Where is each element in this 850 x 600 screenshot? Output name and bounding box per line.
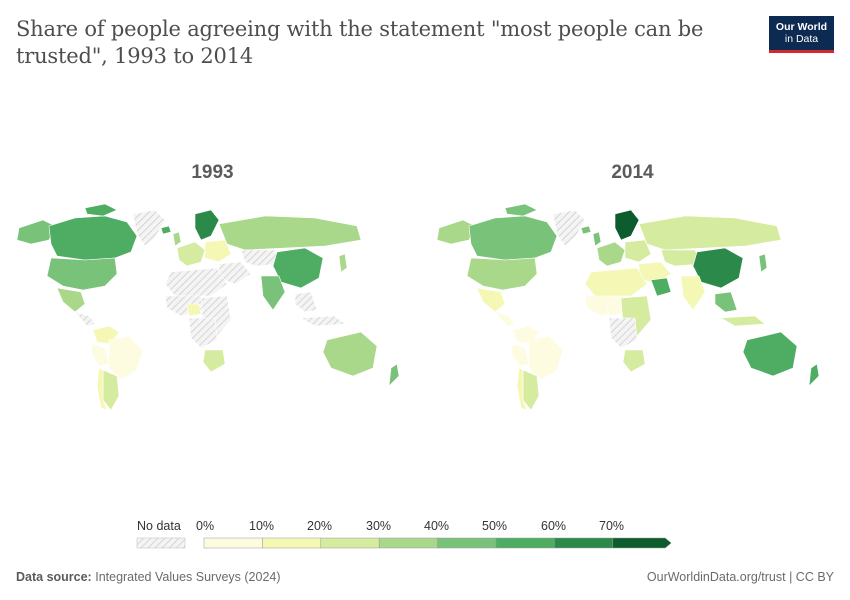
chile-region [96, 367, 108, 410]
china-region [272, 247, 324, 289]
nigeria-region [606, 303, 622, 317]
legend-swatches [136, 537, 672, 549]
alaska-region [436, 219, 476, 245]
greenland-region [552, 209, 586, 247]
owid-logo[interactable]: Our World in Data [769, 16, 834, 53]
logo-line-2: in Data [784, 33, 819, 45]
legend-bin-4[interactable] [437, 537, 497, 549]
data-source: Data source: Integrated Values Surveys (… [16, 570, 281, 584]
brazil-region [528, 335, 564, 381]
usa-region [466, 257, 538, 291]
data-source-label: Data source: [16, 570, 92, 584]
south-africa [622, 349, 646, 373]
alaska-region [16, 219, 56, 245]
legend-tick-label: 60% [541, 519, 567, 533]
uk-region [172, 231, 182, 247]
legend-tick-label: 20% [307, 519, 333, 533]
legend-tick-label: 70% [599, 519, 625, 533]
russia-region [218, 215, 362, 251]
logo-line-1: Our World [775, 21, 828, 33]
new-zealand-region [808, 363, 820, 387]
new-zealand-region [388, 363, 400, 387]
mexico-region [56, 287, 86, 313]
world-map-1993[interactable] [5, 200, 420, 410]
eastern-europe [204, 239, 232, 263]
legend-no-data-swatch [136, 537, 186, 549]
central-asia [240, 249, 282, 267]
legend-bin-7[interactable] [612, 537, 672, 549]
saudi-arabia-region [650, 277, 672, 297]
central-asia [660, 249, 702, 267]
legend-bin-1[interactable] [262, 537, 322, 549]
legend-no-data-label: No data [137, 519, 181, 533]
legend-bin-0[interactable] [203, 537, 263, 549]
legend-tick-label: 30% [366, 519, 392, 533]
legend-bin-6[interactable] [554, 537, 614, 549]
se-asia [714, 291, 738, 313]
north-africa [164, 267, 228, 297]
canada-islands [84, 203, 118, 217]
russia-region [638, 215, 782, 251]
western-europe [596, 241, 626, 267]
north-africa [584, 267, 648, 297]
australia-region [322, 331, 378, 377]
legend-bin-2[interactable] [320, 537, 380, 549]
legend-bin-3[interactable] [378, 537, 438, 549]
legend-tick-label: 0% [196, 519, 215, 533]
south-africa [202, 349, 226, 373]
argentina-region [102, 369, 120, 410]
map-1993-year-label: 1993 [191, 162, 234, 183]
india-region [260, 275, 286, 311]
japan-region [338, 253, 348, 273]
scandinavia-region [194, 209, 220, 241]
usa-region [46, 257, 118, 291]
central-africa [188, 317, 218, 349]
canada-islands [504, 203, 538, 217]
eastern-europe [624, 239, 652, 263]
japan-region [758, 253, 768, 273]
central-africa [608, 317, 638, 349]
central-america [494, 311, 516, 327]
legend-tick-label: 40% [424, 519, 450, 533]
scandinavia-region [614, 209, 640, 241]
india-region [680, 275, 706, 311]
mexico-region [476, 287, 506, 313]
indonesia-region [719, 315, 766, 327]
iceland-region [580, 225, 592, 235]
legend-bin-5[interactable] [495, 537, 555, 549]
map-2014-panel: 2014 [425, 160, 840, 420]
greenland-region [132, 209, 166, 247]
chart-title: Share of people agreeing with the statem… [16, 17, 704, 68]
credit-link[interactable]: OurWorldinData.org/trust | CC BY [646, 570, 834, 584]
world-map-2014[interactable] [425, 200, 840, 410]
australia-region [742, 331, 798, 377]
indonesia-region [299, 315, 346, 327]
brazil-region [108, 335, 144, 381]
color-legend: No data 0% 10% 20% 30% 40% 50% 60% 70% [135, 518, 695, 554]
chile-region [516, 367, 528, 410]
map-2014-year-label: 2014 [611, 162, 654, 183]
china-region [692, 247, 744, 289]
data-source-value: Integrated Values Surveys (2024) [95, 570, 281, 584]
argentina-region [522, 369, 540, 410]
se-asia [294, 291, 318, 313]
canada-region [468, 215, 558, 261]
map-1993-panel: 1993 [5, 160, 420, 420]
peru-region [90, 343, 110, 367]
central-america [74, 311, 96, 327]
canada-region [48, 215, 138, 261]
legend-tick-label: 10% [249, 519, 275, 533]
western-europe [176, 241, 206, 267]
uk-region [592, 231, 602, 247]
legend-color-bins [203, 537, 672, 549]
iceland-region [160, 225, 172, 235]
nigeria-region [186, 303, 202, 317]
legend-tick-label: 50% [482, 519, 508, 533]
peru-region [510, 343, 530, 367]
